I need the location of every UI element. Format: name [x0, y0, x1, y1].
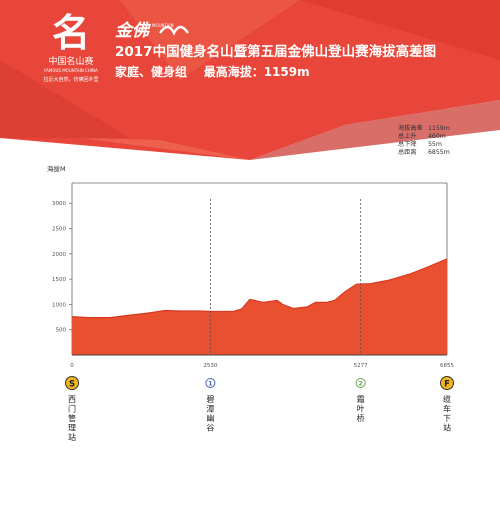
- logo-slogan: 拉近大自然，仿佛回乡里: [43, 76, 98, 83]
- stat-label: 总下降: [398, 140, 417, 148]
- brand: 金佛 MOUNTAIN: [115, 21, 189, 41]
- y-tick-label: 2500: [52, 227, 66, 233]
- brand-text: 金佛: [115, 21, 151, 41]
- station-name-char: 下: [443, 414, 451, 423]
- station-name-char: 幽: [206, 414, 214, 423]
- station-name-char: 管: [68, 413, 76, 423]
- station-marker: [205, 378, 216, 388]
- elevation-area: [72, 258, 447, 355]
- station-marker: [440, 376, 454, 390]
- x-tick-label: 2530: [203, 363, 217, 369]
- station-marker-label: S: [69, 379, 75, 389]
- station-marker: [355, 378, 366, 388]
- station-name-char: 车: [443, 404, 451, 414]
- logo-cn: 中国名山赛: [48, 55, 93, 67]
- station-marker-label: 2: [358, 380, 363, 388]
- station-name-char: 站: [443, 423, 451, 433]
- header-facet-4: [250, 100, 500, 160]
- station-name-char: 缆: [443, 394, 451, 404]
- station-name-char: 谷: [206, 424, 214, 433]
- station-name-char: 叶: [357, 405, 365, 414]
- station-name-char: 霜: [357, 395, 365, 404]
- station-name-char: 碧: [206, 394, 214, 404]
- station-name-char: 桥: [357, 413, 365, 423]
- header-background: [0, 0, 500, 160]
- stat-label: 海拔高差: [398, 124, 423, 132]
- stat-value: 55m: [428, 141, 442, 148]
- station-name-char: 潭: [206, 405, 214, 414]
- header-facet-2: [300, 0, 500, 60]
- y-tick-label: 500: [56, 328, 67, 334]
- station-name: 霜叶桥: [357, 395, 365, 423]
- elevation-line: [71, 258, 448, 319]
- station-marker-label: 1: [208, 380, 213, 388]
- station-marker-label: F: [444, 379, 450, 389]
- station-marker: [65, 376, 79, 390]
- station-name: 缆车下站: [443, 394, 451, 433]
- y-tick-label: 3000: [52, 201, 66, 207]
- stat-label: 总上升: [398, 132, 417, 140]
- x-tick-label: 0: [70, 363, 74, 369]
- logo: 名 中国名山赛 FAMOUS MOUNTAIN CHINA 拉近大自然，仿佛回乡…: [43, 11, 98, 83]
- stat-label: 总距离: [398, 148, 417, 156]
- x-tick-label: 6855: [440, 363, 454, 369]
- y-tick-label: 1500: [52, 277, 66, 283]
- header-facet-1: [120, 0, 300, 80]
- station-name: 碧潭幽谷: [206, 394, 214, 433]
- logo-en: FAMOUS MOUNTAIN CHINA: [44, 68, 98, 73]
- stat-value: 1159m: [428, 125, 450, 132]
- station-name-char: 理: [68, 424, 76, 433]
- brand-small: MOUNTAIN: [152, 23, 174, 28]
- station-name-char: 站: [68, 432, 76, 442]
- brand-mountain-icon: [159, 25, 189, 36]
- header-facet-5: [80, 138, 250, 160]
- stat-value: 6855m: [428, 149, 450, 156]
- header-red-band: [0, 0, 500, 160]
- stats-box: 海拔高差 1159m 总上升 460m 总下降 55m 总距离 6855m: [398, 124, 450, 156]
- elevation-chart: 海拔M 500 1000 1500 2000 2500 3000 0 2530 5277 6855 S…: [47, 164, 454, 442]
- station-name-char: 西: [68, 395, 76, 404]
- stat-value: 460m: [428, 133, 446, 140]
- logo-glyph: 名: [52, 11, 90, 55]
- y-axis-label: 海拔M: [47, 164, 66, 173]
- station-name: 西门管理站: [68, 395, 76, 442]
- station-name-char: 门: [68, 404, 76, 414]
- y-tick-label: 1000: [52, 302, 66, 308]
- page-subtitle: 家庭、健身组 最高海拔：1159m: [115, 64, 310, 79]
- x-tick-label: 5277: [354, 363, 368, 369]
- page-title: 2017中国健身名山暨第五届金佛山登山赛海拔高差图: [115, 43, 436, 60]
- y-tick-label: 2000: [52, 252, 66, 258]
- header-facet-3: [0, 60, 130, 138]
